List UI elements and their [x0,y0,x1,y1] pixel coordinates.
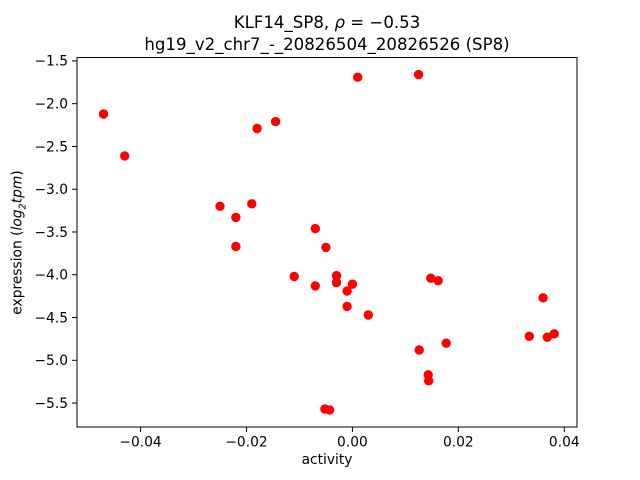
data-point [289,271,299,282]
data-point [414,345,424,355]
chart-title-line1: KLF14_SP8, ρ = −0.53 [77,12,577,33]
y-axis-tick-label: −5.5 [34,396,68,412]
y-axis-tick-label: −4.0 [34,268,68,284]
data-point [331,270,342,281]
data-point [247,199,257,209]
data-point [363,310,373,320]
x-axis-tick-label: −0.04 [119,435,161,451]
axes-spines [76,57,578,428]
data-point [538,293,548,303]
data-point [549,329,559,339]
data-point [426,273,436,283]
data-point [310,281,320,291]
data-point [321,242,331,253]
y-axis-label-tpm: tpm [9,175,26,204]
y-axis-label-close: ) [9,170,26,176]
data-point [215,201,225,211]
x-axis-tick-label: 0.04 [549,435,580,451]
data-point [231,241,241,252]
y-axis-tick-label: −3.0 [34,182,68,198]
x-axis-label: activity [301,452,353,468]
title-gene-pair: KLF14_SP8, [233,13,335,32]
y-axis-tick-label: −1.5 [34,54,68,70]
y-axis-tick-label: −4.5 [34,310,68,326]
data-point [342,301,352,312]
data-point [424,376,434,386]
title-correlation-value: = −0.53 [344,13,421,32]
chart-title-line2: hg19_v2_chr7_-_20826504_20826526 (SP8) [144,35,510,54]
data-point [252,123,262,134]
data-point [270,116,281,127]
y-axis-label-text: expression ( [9,230,26,315]
data-point [433,276,443,286]
data-point [342,286,352,296]
x-axis-tick-label: 0.02 [443,435,474,451]
data-point [98,109,109,119]
data-point [441,338,451,348]
y-axis-label-log: log [9,209,26,231]
y-axis-tick-label: −2.0 [34,96,68,112]
data-point [413,69,424,80]
data-point [324,405,335,415]
y-axis-tick-label: −3.5 [34,225,68,241]
data-point [331,277,342,288]
y-axis-tick-label: −2.5 [34,139,68,155]
data-point [347,279,358,289]
data-point [524,331,534,341]
rho-symbol: ρ [334,13,345,32]
data-point [353,72,363,82]
y-axis-tick-label: −5.0 [34,353,68,369]
data-point [120,151,130,161]
data-point [231,212,241,223]
data-point [310,223,320,234]
y-axis-label: expression (log2tpm) [10,58,29,428]
x-axis-tick-label: −0.02 [225,435,267,451]
y-axis-label-sub: 2 [17,203,29,210]
x-axis-tick-label: 0.00 [337,435,368,451]
